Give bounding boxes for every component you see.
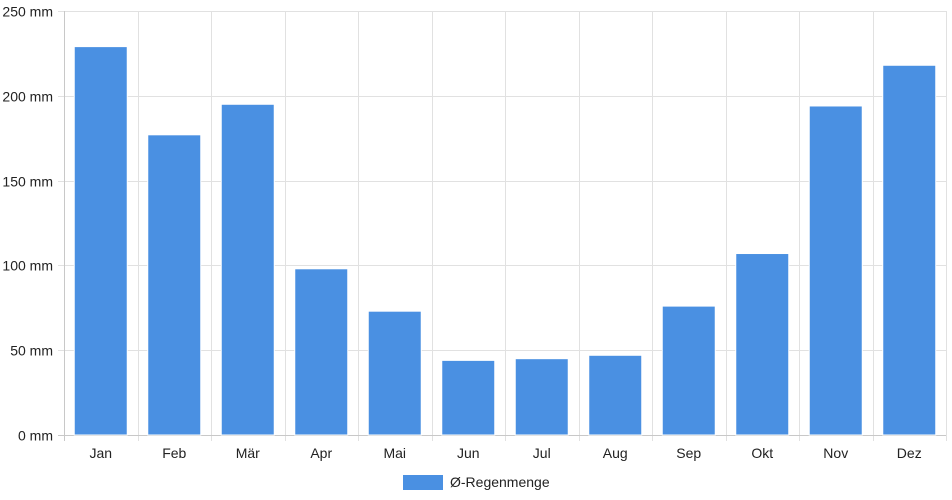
bar-okt[interactable] (735, 253, 790, 436)
y-tick-label: 100 mm (2, 258, 53, 274)
bar-jul[interactable] (514, 358, 569, 436)
bar-apr[interactable] (294, 268, 349, 436)
axes (58, 11, 946, 441)
bar-feb[interactable] (147, 134, 202, 436)
bars (73, 46, 937, 436)
bar-nov[interactable] (808, 105, 863, 436)
x-tick-label: Mai (383, 445, 406, 461)
x-tick-label: Jul (533, 445, 551, 461)
bar-jun[interactable] (441, 359, 496, 436)
x-tick-label: Feb (162, 445, 186, 461)
y-tick-label: 0 mm (18, 428, 53, 444)
bar-dez[interactable] (882, 64, 937, 436)
bar-sep[interactable] (661, 305, 716, 436)
x-tick-label: Mär (236, 445, 260, 461)
x-tick-label: Jun (457, 445, 480, 461)
x-tick-label: Okt (751, 445, 773, 461)
bar-aug[interactable] (588, 354, 643, 436)
x-tick-label: Jan (89, 445, 112, 461)
bar-mai[interactable] (367, 310, 422, 436)
y-tick-label: 200 mm (2, 89, 53, 105)
x-tick-label: Nov (823, 445, 848, 461)
bar-mär[interactable] (220, 103, 275, 436)
x-axis-tick-labels: Jan Feb Mär Apr Mai Jun Jul Aug Sep Okt Nov Dez (89, 445, 921, 461)
x-tick-label: Sep (676, 445, 701, 461)
legend-label[interactable]: Ø-Regenmenge (450, 474, 550, 490)
y-tick-label: 150 mm (2, 174, 53, 190)
legend-swatch[interactable] (403, 475, 443, 490)
bar-jan[interactable] (73, 46, 128, 436)
x-tick-label: Dez (897, 445, 922, 461)
y-tick-label: 50 mm (10, 343, 53, 359)
y-tick-label: 250 mm (2, 4, 53, 20)
y-axis-tick-labels: 0 mm 50 mm 100 mm 150 mm 200 mm 250 mm (2, 4, 53, 444)
legend[interactable]: Ø-Regenmenge (403, 474, 550, 490)
x-tick-label: Aug (603, 445, 628, 461)
x-tick-label: Apr (310, 445, 332, 461)
